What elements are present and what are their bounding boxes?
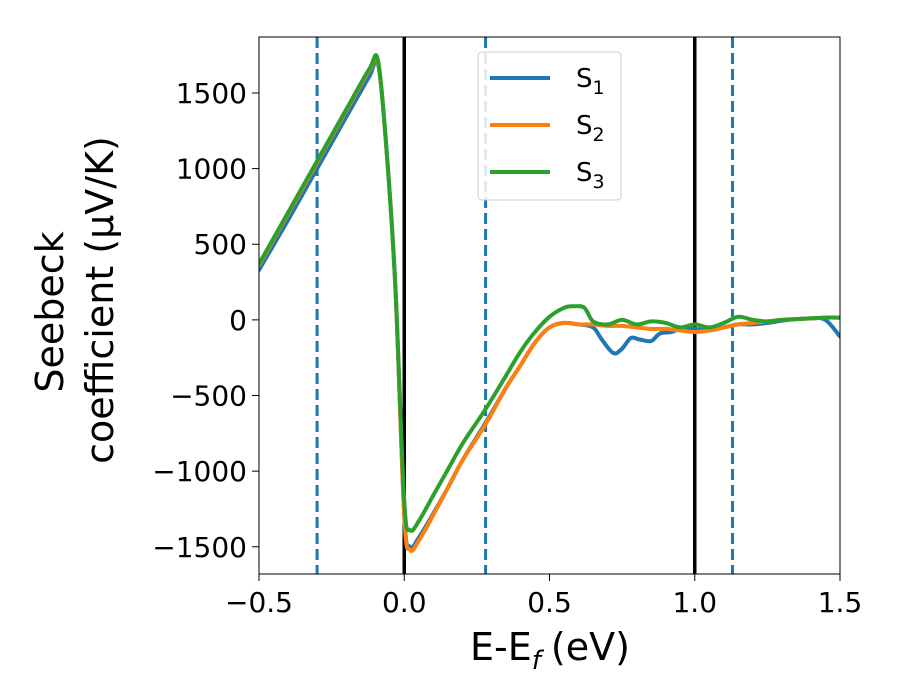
x-tick-label: 1.5 [818, 586, 863, 619]
y-tick-label: 500 [194, 228, 247, 261]
y-axis-title-line1: Seebeck [28, 231, 72, 392]
legend-label-s1: S1 [576, 64, 605, 99]
y-tick-label: −500 [170, 380, 247, 413]
y-axis-title-line2: coefficient (μV/K) [78, 136, 122, 464]
y-tick-label: 1500 [176, 77, 247, 110]
x-tick-label: −0.5 [225, 586, 293, 619]
legend: S1 S2 S3 [477, 51, 622, 201]
series-lines [259, 53, 840, 553]
y-tick-label: −1000 [152, 455, 247, 488]
x-tick-label: 0.5 [527, 586, 572, 619]
y-axis-title: Seebeck coefficient (μV/K) [28, 136, 122, 464]
y-tick-label: 0 [229, 304, 247, 337]
plot-area [258, 36, 841, 575]
legend-label-s2: S2 [576, 111, 605, 146]
x-tick-label: 0.0 [382, 586, 427, 619]
series-line-s3 [259, 53, 840, 533]
x-tick-label: 1.0 [672, 586, 717, 619]
y-axis-ticks: −1500 −1000 −500 0 500 1000 1500 [152, 77, 259, 564]
y-tick-label: 1000 [176, 153, 247, 186]
legend-label-s3: S3 [576, 158, 605, 193]
x-axis-title: E-Ef (eV) [470, 625, 630, 676]
y-tick-label: −1500 [152, 531, 247, 564]
x-axis-ticks: −0.5 0.0 0.5 1.0 1.5 [225, 574, 862, 619]
